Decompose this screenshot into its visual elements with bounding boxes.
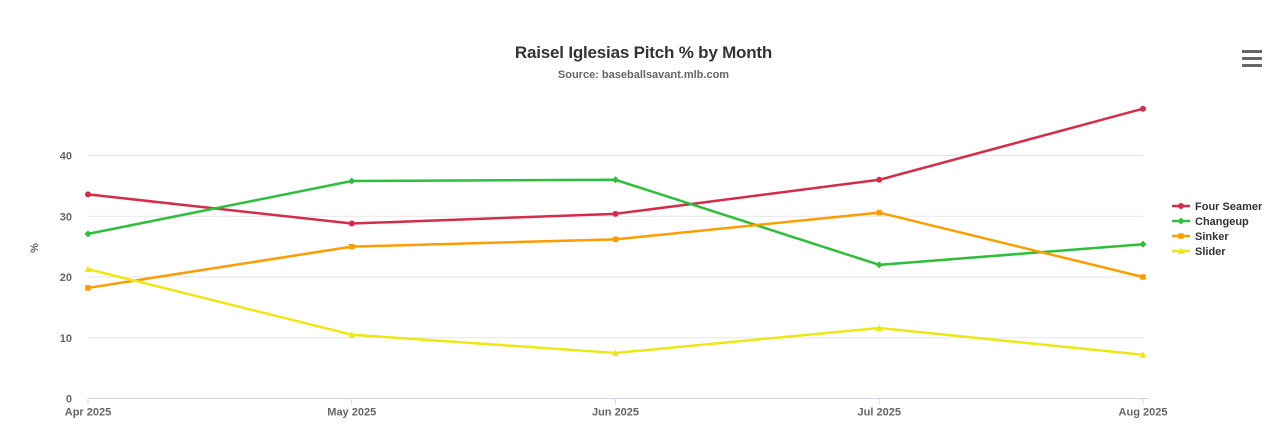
x-axis-label: Apr 2025 — [65, 407, 111, 419]
data-point-four-seamer[interactable] — [348, 220, 355, 227]
legend-label-slider: Slider — [1195, 246, 1226, 258]
x-axis-label: Aug 2025 — [1119, 407, 1168, 419]
legend-item-four-seamer[interactable]: Four Seamer — [1172, 201, 1262, 213]
y-axis-label: 10 — [60, 333, 72, 345]
data-point-sinker[interactable] — [85, 285, 91, 291]
data-point-four-seamer[interactable] — [612, 210, 619, 217]
data-point-four-seamer[interactable] — [85, 191, 91, 198]
data-point-slider[interactable] — [612, 349, 619, 356]
data-point-slider[interactable] — [1139, 351, 1147, 358]
series-line-four-seamer — [86, 107, 1145, 225]
legend-label-four-seamer: Four Seamer — [1195, 201, 1263, 213]
data-point-four-seamer[interactable] — [876, 176, 883, 183]
data-point-changeup[interactable] — [1139, 240, 1147, 248]
legend-symbol-icon — [1172, 233, 1190, 239]
data-point-changeup[interactable] — [84, 230, 92, 238]
data-point-changeup[interactable] — [612, 176, 619, 184]
y-axis-label: 0 — [66, 394, 72, 406]
legend-marker-four-seamer — [1172, 198, 1190, 216]
series-line-changeup — [86, 178, 1145, 267]
data-point-sinker[interactable] — [876, 209, 883, 216]
legend-marker-sinker — [1172, 228, 1190, 246]
legend-symbol-icon — [1172, 217, 1190, 225]
y-axis-title: % — [29, 243, 41, 253]
data-point-slider[interactable] — [875, 324, 883, 332]
hamburger-icon — [1242, 48, 1264, 67]
x-axis-label: Jul 2025 — [858, 407, 901, 419]
export-menu-button[interactable] — [1240, 44, 1266, 70]
legend-item-sinker[interactable]: Sinker — [1172, 231, 1262, 243]
data-point-changeup[interactable] — [875, 261, 883, 269]
legend-label-changeup: Changeup — [1195, 216, 1249, 228]
x-axis-label: Jun 2025 — [592, 407, 639, 419]
legend: Four Seamer Changeup Sinker Slider — [1172, 201, 1262, 258]
legend-symbol-icon — [1172, 247, 1190, 254]
y-axis-label: 40 — [60, 151, 72, 163]
data-point-sinker[interactable] — [612, 236, 619, 243]
series-line-slider — [86, 267, 1145, 357]
legend-marker-changeup — [1172, 213, 1190, 231]
y-axis-label: 30 — [60, 211, 72, 223]
data-point-slider[interactable] — [348, 331, 356, 338]
legend-marker-slider — [1172, 243, 1190, 261]
y-axis-label: 20 — [60, 272, 72, 284]
data-point-slider[interactable] — [84, 265, 92, 273]
legend-item-slider[interactable]: Slider — [1172, 246, 1262, 258]
data-point-changeup[interactable] — [348, 177, 356, 185]
data-point-sinker[interactable] — [1140, 274, 1146, 280]
chart-subtitle: Source: baseballsavant.mlb.com — [557, 69, 730, 81]
data-point-four-seamer[interactable] — [1140, 105, 1146, 112]
chart-title: Raisel Iglesias Pitch % by Month — [514, 43, 773, 62]
legend-item-changeup[interactable]: Changeup — [1172, 216, 1262, 228]
legend-symbol-icon — [1172, 203, 1190, 209]
x-axis-label: May 2025 — [327, 407, 376, 419]
data-point-sinker[interactable] — [349, 243, 355, 250]
legend-label-sinker: Sinker — [1195, 231, 1229, 243]
